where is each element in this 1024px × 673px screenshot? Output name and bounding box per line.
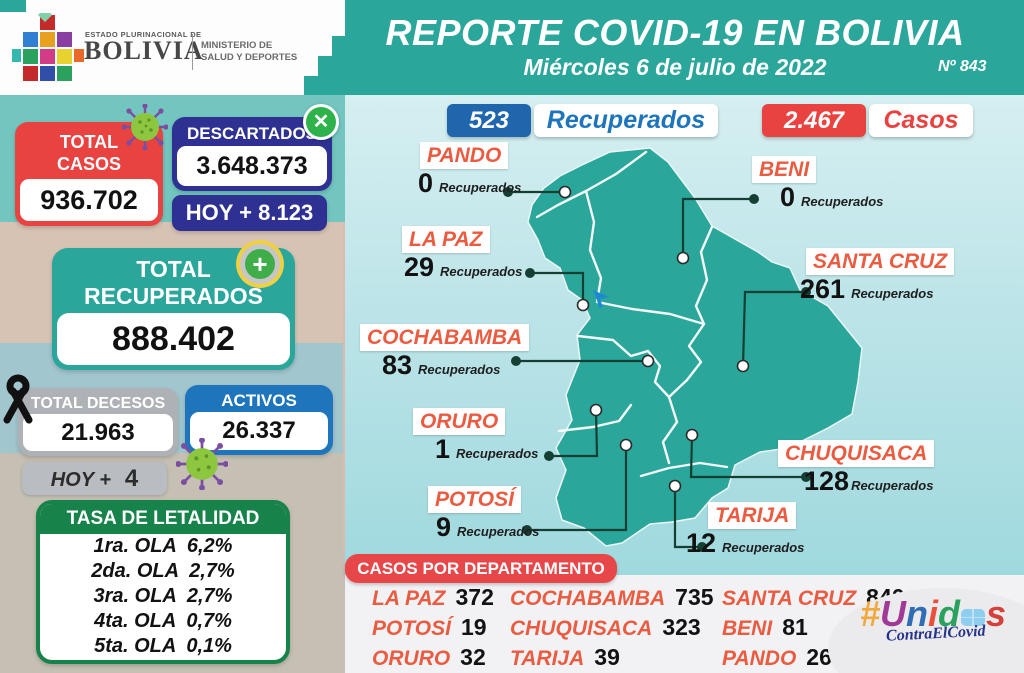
descartados-value: 3.648.373 [177, 146, 327, 186]
table-row: COCHABAMBA 735 [510, 584, 714, 611]
tasa-row: 4ta. OLA 0,7% [94, 610, 232, 632]
dept-callout-cochabamba: COCHABAMBA 83 Recuperados [360, 324, 530, 379]
department-borders [535, 150, 729, 478]
dept-callout-santa-cruz: SANTA CRUZ 261 Recuperados [800, 248, 955, 303]
table-row: BENI 81 [722, 614, 808, 641]
tasa-letalidad-title: TASA DE LETALIDAD [40, 504, 286, 534]
decesos-hoy-pill: HOY +4 [22, 462, 167, 495]
page-title: REPORTE COVID-19 EN BOLIVIA [385, 12, 965, 53]
dept-callout-la-paz: LA PAZ 29 Recuperados [402, 226, 523, 282]
casos-total-badge: 2.467 [762, 104, 866, 137]
mourning-ribbon-icon [3, 374, 33, 424]
plus-icon: + [240, 244, 280, 284]
dept-callout-pando: PANDO 0 Recuperados [418, 142, 522, 198]
cases-column-1: LA PAZ 372 POTOSÍ 19 ORURO 32 [372, 585, 494, 671]
header-corner-sliver [0, 0, 26, 12]
recuperados-total-badge: 523 [447, 104, 531, 137]
activos-value: 26.337 [190, 412, 328, 450]
tasa-row: 2da. OLA 2,7% [91, 560, 235, 582]
casos-total-label: Casos [869, 104, 973, 137]
total-casos-box: TOTAL CASOS 936.702 [15, 122, 163, 226]
tasa-row: 5ta. OLA 0,1% [94, 635, 232, 657]
activos-label: ACTIVOS [221, 391, 297, 410]
table-row: POTOSÍ 19 [372, 614, 487, 641]
cases-by-department-title: CASOS POR DEPARTAMENTO [345, 554, 617, 583]
total-recuperados-value: 888.402 [57, 313, 290, 365]
lake-titicaca-arrow [593, 290, 609, 308]
country-label: BOLIVIA [84, 36, 204, 65]
table-row: PANDO 26 [722, 644, 832, 671]
table-row: TARIJA 39 [510, 644, 620, 671]
table-row: CHUQUISACA 323 [510, 614, 701, 641]
tasa-row: 1ra. OLA 6,2% [93, 535, 233, 557]
tasa-letalidad-box: TASA DE LETALIDAD 1ra. OLA 6,2% 2da. OLA 2… [36, 500, 290, 664]
dept-callout-potosi: POTOSÍ 9 Recuperados [428, 486, 539, 541]
total-decesos-label: TOTAL DECESOS [30, 395, 166, 412]
country-small-label: ESTADO PLURINACIONAL DE [85, 30, 202, 39]
header-right [345, 0, 1024, 95]
descartados-label: DESCARTADOS [186, 124, 318, 143]
tasa-row: 3ra. OLA 2,7% [93, 585, 233, 607]
dept-callout-beni: BENI 0 Recuperados [752, 156, 883, 211]
table-row: LA PAZ 372 [372, 584, 494, 611]
dept-callout-chuquisaca: CHUQUISACA 128 Recuperados [778, 440, 935, 495]
header-step [304, 76, 346, 95]
header-divider [192, 34, 193, 70]
total-decesos-box: TOTAL DECESOS 21.963 [18, 388, 178, 456]
ministry-label: MINISTERIO DE SALUD Y DEPORTES [201, 40, 298, 63]
report-date: Miércoles 6 de julio de 2022 [523, 54, 827, 80]
report-number: Nº 843 [938, 58, 987, 75]
dept-callout-oruro: ORURO 1 Recuperados [413, 408, 538, 463]
total-decesos-value: 21.963 [23, 414, 173, 451]
virus-icon [122, 104, 168, 150]
total-casos-value: 936.702 [20, 179, 158, 221]
cases-column-2: COCHABAMBA 735 CHUQUISACA 323 TARIJA 39 [510, 585, 714, 671]
callout-dots [503, 187, 811, 552]
recuperados-total-label: Recuperados [534, 104, 718, 137]
discarded-x-icon: ✕ [303, 104, 339, 140]
virus-icon [176, 438, 228, 490]
callout-lines [508, 190, 806, 549]
dept-callout-tarija: TARIJA 12 Recuperados [686, 502, 805, 558]
descartados-hoy-pill: HOY + 8.123 [172, 195, 327, 231]
bolivia-coat-logo [12, 13, 84, 81]
table-row: ORURO 32 [372, 644, 486, 671]
face-mask-icon [961, 609, 986, 626]
activos-box: ACTIVOS 26.337 [185, 385, 333, 455]
unidos-logo: #Unid s ContraElCovid [860, 596, 1024, 673]
department-marker-dots [558, 185, 750, 493]
